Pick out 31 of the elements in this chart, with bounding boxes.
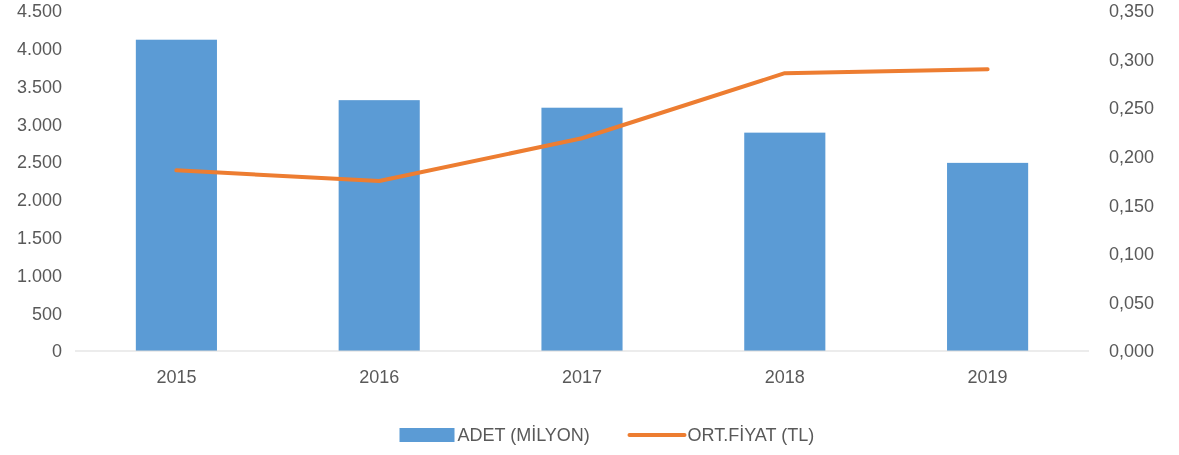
legend-label: ADET (MİLYON)	[457, 425, 590, 446]
x-tick-label: 2017	[561, 367, 603, 387]
y2-tick-label: 0,100	[1109, 244, 1155, 265]
y-tick-label: 3.500	[16, 76, 62, 97]
y-tick-label: 2.500	[16, 152, 62, 173]
bar	[541, 107, 623, 351]
y2-tick-label: 0,200	[1109, 147, 1155, 168]
y-tick-label: 3.000	[16, 114, 62, 135]
line-series	[174, 67, 990, 183]
bar	[744, 132, 826, 351]
bar	[947, 162, 1029, 351]
x-tick-label: 2015	[156, 367, 197, 387]
y2-tick-label: 0,000	[1109, 341, 1155, 362]
y-tick-label: 0	[51, 341, 62, 362]
y2-tick-label: 0,350	[1109, 1, 1155, 22]
x-tick-label: 2019	[967, 367, 1008, 387]
y-tick-label: 1.000	[16, 265, 62, 286]
y2-tick-label: 0,300	[1109, 49, 1155, 70]
bar	[135, 39, 217, 351]
y2-tick-label: 0,150	[1109, 195, 1155, 216]
x-tick-label: 2016	[359, 367, 400, 387]
y2-tick-label: 0,250	[1109, 98, 1155, 119]
y-tick-label: 4.500	[16, 1, 62, 22]
y-tick-label: 500	[31, 303, 62, 324]
y-tick-label: 2.000	[16, 190, 62, 211]
y2-tick-label: 0,050	[1109, 292, 1155, 313]
bar	[338, 100, 420, 351]
y-tick-label: 4.000	[16, 39, 62, 60]
y-tick-label: 1.500	[16, 227, 62, 248]
legend-label: ORT.FİYAT (TL)	[687, 425, 815, 446]
x-tick-label: 2018	[764, 367, 805, 387]
